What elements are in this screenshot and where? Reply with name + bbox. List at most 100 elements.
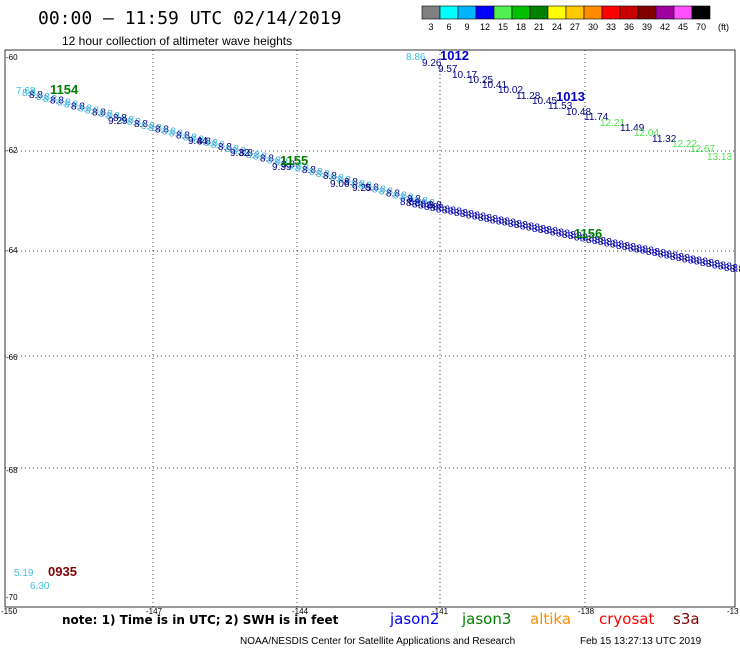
legend-swatch [619,5,639,20]
legend-label: 30 [588,22,598,32]
swh-reading: 9.32 [230,148,250,159]
legend-label: 36 [624,22,634,32]
track-glyph: 8.8 [610,240,624,251]
track-glyph: 8.8 [274,158,288,169]
swh-reading: 9.25 [352,183,372,194]
legend-swatch [475,5,495,20]
lon-label: -150 [1,607,18,616]
track-glyph: 8.8 [190,134,204,145]
track-glyph: 8.8 [225,144,239,155]
legend-swatch [529,5,549,20]
track-glyph: 8.8 [50,96,64,107]
map-subtitle: 12 hour collection of altimeter wave hei… [62,34,292,48]
track-glyph: 8.8 [99,109,113,120]
legend-unit: (ft) [718,22,729,32]
track-glyph: 8.8 [162,127,176,138]
track-glyph: 8.8 [712,260,726,271]
track-glyph: 8.8 [580,234,594,245]
pass-time-label: 1156 [574,226,602,241]
track-glyph: 8.8 [412,199,426,210]
swh-reading: 8.86 [406,52,426,63]
swh-reading: 9.26 [422,58,442,69]
track-glyph: 8.8 [478,213,492,224]
track-glyph: 8.8 [670,252,684,263]
swh-reading: 11.32 [652,134,677,145]
track-glyph: 8.8 [246,150,260,161]
legend-label: 45 [678,22,688,32]
track-glyph: 8.8 [502,218,516,229]
track-glyph: 8.8 [134,119,148,130]
track-glyph: 8.8 [520,221,534,232]
track-glyph: 8.8 [106,111,120,122]
track-glyph: 8.8 [490,215,504,226]
track-glyph: 8.8 [424,202,438,213]
legend-label: 15 [498,22,508,32]
satellite-jason3: jason3 [461,610,511,628]
swh-reading: 10.48 [566,107,591,118]
track-glyph: 8.8 [460,209,474,220]
legend-swatch [601,5,621,20]
satellite-jason2: jason2 [389,610,439,628]
track-glyph: 8.8 [694,257,708,268]
lon-label: -147 [146,607,163,616]
swh-reading: 12.22 [672,139,697,150]
pass-time-label: 1155 [280,153,308,168]
track-glyph: 8.8 [155,125,169,136]
swh-reading: 12.67 [690,144,715,155]
track-glyph: 8.8 [232,146,246,157]
swh-reading: 9.29 [108,116,128,127]
track-glyph: 8.8 [628,243,642,254]
track-glyph: 8.8 [218,142,232,153]
swh-reading: 11.49 [620,123,645,134]
swh-reading: 7.68 [16,86,36,97]
track-glyph: 8.8 [211,140,225,151]
swh-reading: 5.19 [14,568,34,579]
satellite-altika: altika [530,610,571,628]
satellite-cryosat: cryosat [599,610,654,628]
legend-label: 24 [552,22,562,32]
track-glyph: 8.8 [288,161,302,172]
track-glyph: 8.8 [730,264,740,275]
track-glyph: 8.8 [393,190,407,201]
track-glyph: 8.8 [85,105,99,116]
track-glyph: 8.8 [544,226,558,237]
track-glyph: 8.8 [706,259,720,270]
track-glyph: 8.8 [676,253,690,264]
swh-reading: 9.39 [272,162,292,173]
lat-label: -64 [6,246,18,255]
track-glyph: 8.8 [260,154,274,165]
track-glyph: 8.8 [379,186,393,197]
footer-credit: NOAA/NESDIS Center for Satellite Applica… [240,636,515,647]
swh-reading: 9.06 [330,179,350,190]
track-glyph: 8.8 [622,242,636,253]
track-glyph: 8.8 [57,98,71,109]
track-glyph: 8.8 [640,246,654,257]
swh-reading: 12.04 [634,128,659,139]
legend-swatch [511,5,531,20]
track-glyph: 8.8 [538,225,552,236]
legend-label: 27 [570,22,580,32]
track-glyph: 8.8 [718,262,732,273]
legend-swatch [673,5,693,20]
track-glyph: 8.8 [372,185,386,196]
lat-label: -60 [6,53,18,62]
track-glyph: 8.8 [344,177,358,188]
map-title: 00:00 – 11:59 UTC 02/14/2019 [38,8,341,29]
track-glyph: 8.8 [316,169,330,180]
track-glyph: 8.8 [22,88,36,99]
track-glyph: 8.8 [496,216,510,227]
track-glyph: 8.8 [365,183,379,194]
legend-swatch [421,5,441,20]
lat-label: -70 [6,593,18,602]
track-glyph: 8.8 [351,179,365,190]
pass-time-label: 1013 [556,89,585,104]
track-glyph: 8.8 [634,245,648,256]
track-glyph: 8.8 [36,92,50,103]
track-glyph: 8.8 [664,251,678,262]
swh-reading: 11.53 [548,101,573,112]
swh-reading: 6.30 [30,581,50,592]
track-glyph: 8.8 [295,163,309,174]
swh-reading: 11.28 [516,91,541,102]
track-glyph: 8.8 [330,173,344,184]
